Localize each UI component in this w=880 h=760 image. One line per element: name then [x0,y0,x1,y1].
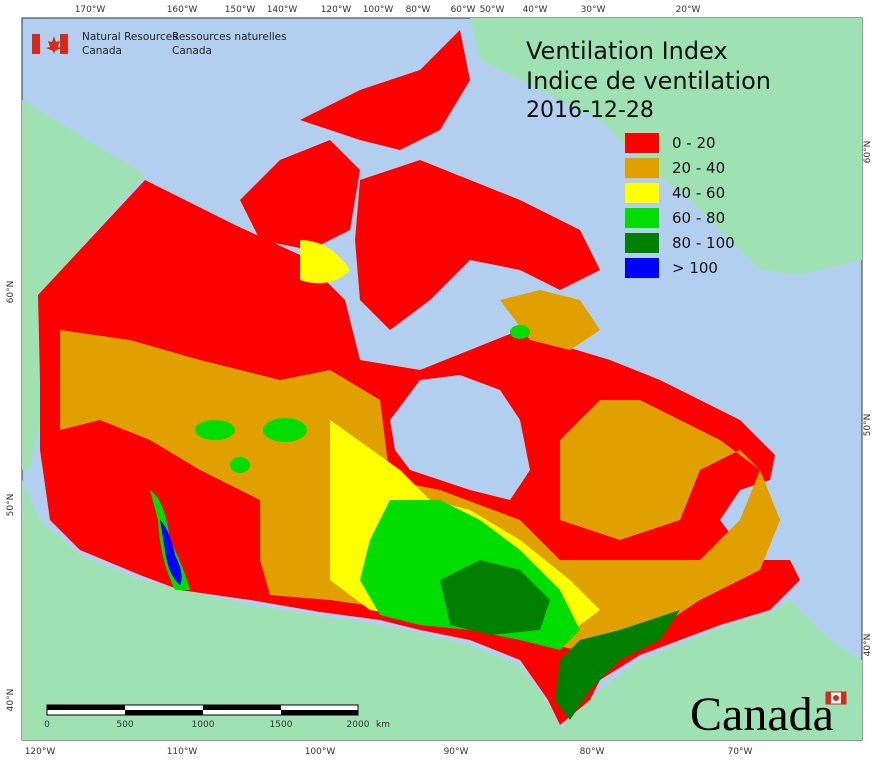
agency: Natural Resources Canada Ressources natu… [32,31,287,57]
scale-bar [281,710,358,715]
scale-unit: km [376,720,390,730]
wordmark-text: Canada [690,688,834,741]
greenland [470,18,862,275]
latitude-label: 50°N [6,494,16,517]
zone-80-100 [440,560,550,635]
usa [22,480,862,740]
scale-bar [125,710,203,715]
latitude-label: 60°N [6,281,16,304]
longitude-label: 90°W [444,747,469,757]
longitude-label: 100°W [305,747,336,757]
longitude-label: 60°W [451,5,476,15]
flag-bar [60,34,68,54]
legend: 0 - 20 20 - 40 40 - 60 60 - 80 80 - 100 > 100 [625,133,735,278]
zone-60-80 [510,325,530,339]
flag-leaf [46,36,62,54]
scale-label: 500 [116,720,133,730]
island [240,140,360,250]
longitude-label: 100°W [363,5,394,15]
longitude-label: 120°W [321,5,352,15]
longitude-label: 40°W [523,5,548,15]
zone-60-80 [230,457,250,473]
agency-fr: Ressources naturelles [172,31,287,43]
longitude-label: 140°W [267,5,298,15]
zone-60-80 [263,418,307,442]
zone-over-100 [160,520,182,585]
wordmark-flag [841,692,846,704]
legend-label: 20 - 40 [672,159,725,177]
flag-bar [32,34,40,54]
zone-40-60 [300,240,350,284]
scale-bar [47,705,125,710]
longitude-label: 160°W [167,5,198,15]
island [355,160,600,330]
agency-fr: Canada [172,45,212,57]
legend-swatch [625,158,659,178]
scale-label: 1000 [192,720,215,730]
alaska [22,100,145,470]
scale-label: 0 [44,720,50,730]
agency-en: Canada [82,45,122,57]
wordmark: Canada [690,688,847,741]
longitude-label: 70°W [728,747,753,757]
longitude-label: 30°W [581,5,606,15]
zone-80-100 [555,610,680,720]
island [500,290,600,350]
legend-swatch [625,183,659,203]
date: 2016-12-28 [526,98,654,123]
legend-label: 40 - 60 [672,184,725,202]
zone-60-80 [195,420,235,440]
legend-label: 80 - 100 [672,234,735,252]
longitude-label: 170°W [75,5,106,15]
longitude-label: 20°W [676,5,701,15]
longitude-label: 120°W [25,747,56,757]
longitude-label: 80°W [406,5,431,15]
hudson-bay [390,375,530,500]
legend-swatch [625,233,659,253]
title: Ventilation Index [526,37,728,65]
island [300,30,470,150]
agency-en: Natural Resources [82,31,178,43]
scale-label: 2000 [347,720,370,730]
longitude-label: 80°W [580,747,605,757]
latitude-label: 40°N [6,689,16,712]
scale-bar [203,705,281,710]
graticule-labels: 170°W 160°W 150°W 140°W 120°W 100°W 80°W 60°W 50… [6,5,873,757]
latitude-label: 50°N [863,414,873,437]
legend-swatch [625,133,659,153]
legend-swatch [625,258,659,278]
latitude-label: 60°N [863,141,873,164]
legend-swatch [625,208,659,228]
legend-label: 60 - 80 [672,209,725,227]
wordmark-flag [833,695,839,701]
map-area [21,17,863,741]
longitude-label: 110°W [167,747,198,757]
longitude-label: 50°W [480,5,505,15]
latitude-label: 40°N [863,634,873,657]
legend-label: > 100 [672,259,718,277]
wordmark-flag [826,692,831,704]
longitude-label: 150°W [225,5,256,15]
scale-label: 1500 [270,720,293,730]
scale-labels: 0 500 1000 1500 2000 km [44,720,390,730]
title: Indice de ventilation [526,67,771,95]
legend-label: 0 - 20 [672,134,716,152]
